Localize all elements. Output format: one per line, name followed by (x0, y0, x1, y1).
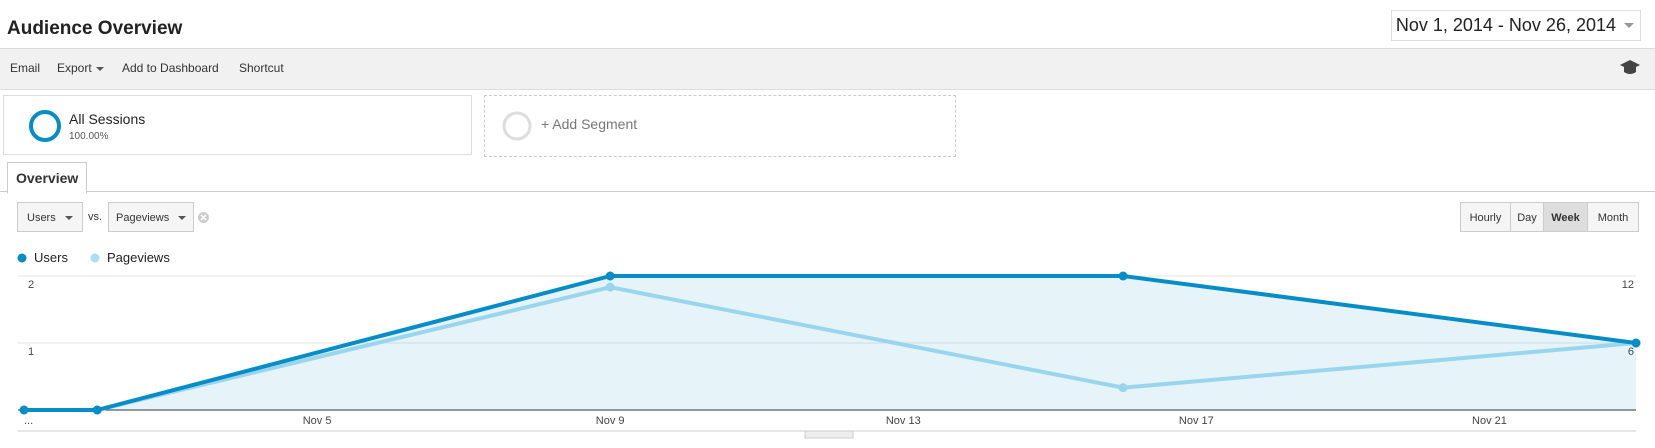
data-point (1631, 338, 1641, 348)
add-segment[interactable]: + Add Segment (484, 95, 956, 157)
toolbar-item[interactable]: Export (57, 61, 92, 75)
date-range-text: Nov 1, 2014 - Nov 26, 2014 (1395, 15, 1616, 35)
x-tick-label: Nov 5 (303, 415, 332, 427)
dropdown-arrow (65, 216, 73, 224)
toolbar-item[interactable]: Add to Dashboard (122, 61, 219, 75)
segment-share: 100.00% (69, 131, 109, 142)
legend-label: Users (34, 250, 68, 265)
metric-label: Users (27, 212, 56, 224)
metric-select[interactable]: Users (17, 202, 83, 232)
dropdown-arrow (1624, 23, 1634, 33)
toolbar: Email Export Add to Dashboard Shortcut (0, 48, 1655, 90)
tab-divider (0, 191, 1655, 192)
page-title: Audience Overview (7, 18, 183, 39)
date-range[interactable]: Nov 1, 2014 - Nov 26, 2014 (1390, 10, 1641, 41)
series-area (24, 276, 1636, 410)
x-tick-label: Nov 9 (596, 415, 625, 427)
x-tick-label: Nov 17 (1179, 415, 1214, 427)
y-tick-label: 2 (28, 279, 34, 291)
x-tick-label: ... (24, 415, 33, 427)
toolbar-item[interactable]: Shortcut (239, 61, 284, 75)
vs-label: vs. (88, 211, 103, 223)
metric-label: Pageviews (116, 212, 170, 224)
segment-card[interactable]: All Sessions 100.00% (3, 95, 472, 155)
remove-icon[interactable] (197, 211, 210, 224)
dropdown-arrow (96, 67, 104, 75)
data-point (19, 405, 29, 415)
segment-icon (29, 110, 61, 142)
data-point (605, 282, 615, 292)
metric-select[interactable]: Pageviews (108, 202, 194, 232)
interval-button[interactable]: Day (1510, 202, 1544, 232)
interval-button[interactable]: Hourly (1460, 202, 1511, 232)
data-point (605, 271, 615, 281)
tab[interactable]: Overview (7, 162, 88, 194)
data-point (1118, 383, 1128, 393)
dropdown-arrow (178, 216, 186, 224)
interval-button[interactable]: Month (1587, 202, 1639, 232)
y2-tick-label: 12 (1622, 279, 1634, 291)
toolbar-item[interactable]: Email (10, 61, 41, 75)
y2-tick-label: 6 (1628, 346, 1634, 358)
segment-name: All Sessions (69, 111, 146, 127)
add-segment-label: + Add Segment (541, 116, 638, 132)
data-point (1118, 271, 1128, 281)
legend-label: Pageviews (107, 250, 170, 265)
x-tick-label: Nov 13 (886, 415, 921, 427)
segment-icon (502, 111, 532, 141)
expand-handle[interactable] (804, 430, 854, 439)
y-tick-label: 1 (28, 346, 34, 358)
data-point (92, 405, 102, 415)
x-tick-label: Nov 21 (1472, 415, 1507, 427)
legend-marker (90, 253, 100, 263)
interval-button[interactable]: Week (1543, 202, 1588, 232)
legend-marker (17, 253, 27, 263)
help-icon[interactable] (1619, 59, 1641, 77)
